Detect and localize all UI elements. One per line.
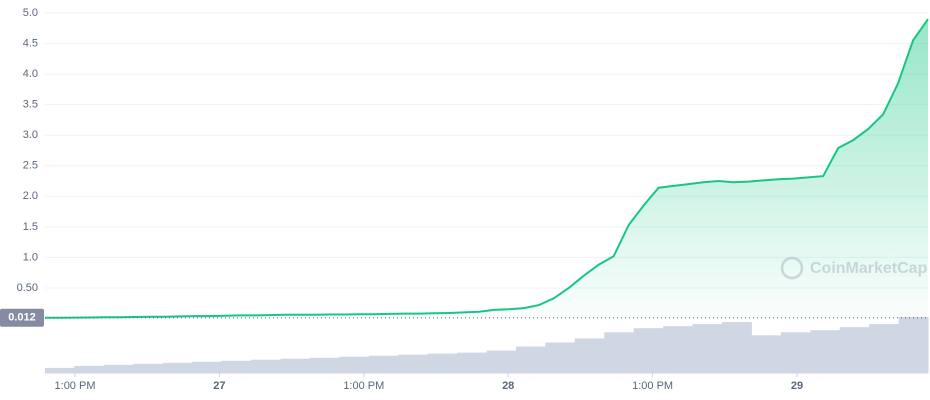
volume-bar [280, 358, 311, 373]
price-marker-label: 0.012 [8, 312, 36, 324]
volume-bar [427, 353, 458, 373]
volume-bar [368, 355, 399, 373]
y-tick-label: 5.0 [23, 7, 38, 19]
y-tick-label: 3.5 [23, 99, 38, 111]
volume-bar [898, 317, 929, 373]
x-tick-label: 1:00 PM [343, 380, 384, 392]
y-tick-label: 0.50 [17, 282, 38, 294]
price-marker-box [0, 308, 44, 327]
volume [45, 317, 929, 373]
volume-bar [162, 362, 193, 373]
volume-bar [339, 356, 370, 373]
volume-bar [515, 346, 546, 373]
volume-bar [604, 332, 635, 373]
y-tick-label: 2.5 [23, 160, 38, 172]
area [45, 19, 928, 319]
y-tick-label: 1.0 [23, 251, 38, 263]
volume-bar [103, 364, 134, 373]
volume-bar [633, 328, 664, 373]
x-tick-label: 29 [791, 380, 803, 392]
y-tick-label: 2.0 [23, 190, 38, 202]
labels: 0.50 1.0 1.5 2.0 2.5 3.0 3.5 4.0 4.5 5.0 0.012 1:00… [0, 7, 928, 392]
volume-bar [780, 332, 811, 373]
volume-bar [545, 342, 576, 373]
y-tick-label: 4.5 [23, 37, 38, 49]
x-tick-label: 27 [213, 380, 225, 392]
y-tick-label: 3.0 [23, 129, 38, 141]
volume-bar [398, 354, 429, 373]
volume-bar [810, 330, 841, 373]
x-tick-label: 1:00 PM [55, 380, 96, 392]
y-tick-label: 1.5 [23, 221, 38, 233]
watermark: CoinMarketCap [780, 256, 928, 280]
volume-bar [45, 367, 75, 373]
x-tick-label: 1:00 PM [632, 380, 673, 392]
volume-bar [457, 352, 487, 373]
volume-bar [486, 350, 517, 373]
volume-bar [869, 324, 900, 373]
volume-bar [192, 361, 223, 373]
volume-bar [251, 359, 281, 373]
volume-bar [663, 326, 694, 373]
volume-bar [133, 363, 164, 373]
volume-bar [751, 335, 782, 373]
watermark-logo [780, 256, 804, 280]
volume-bar [721, 322, 752, 373]
price [44, 18, 929, 319]
line [44, 18, 929, 319]
watermark-text: CoinMarketCap [810, 260, 928, 277]
volume-bar [839, 327, 870, 373]
volume-bar [692, 324, 723, 373]
volume-bar [574, 338, 605, 373]
x-tick-label: 28 [502, 380, 514, 392]
volume-bar [221, 360, 252, 373]
volume-bar [309, 357, 340, 373]
volume-bar [74, 365, 105, 373]
y-tick-label: 4.0 [23, 68, 38, 80]
